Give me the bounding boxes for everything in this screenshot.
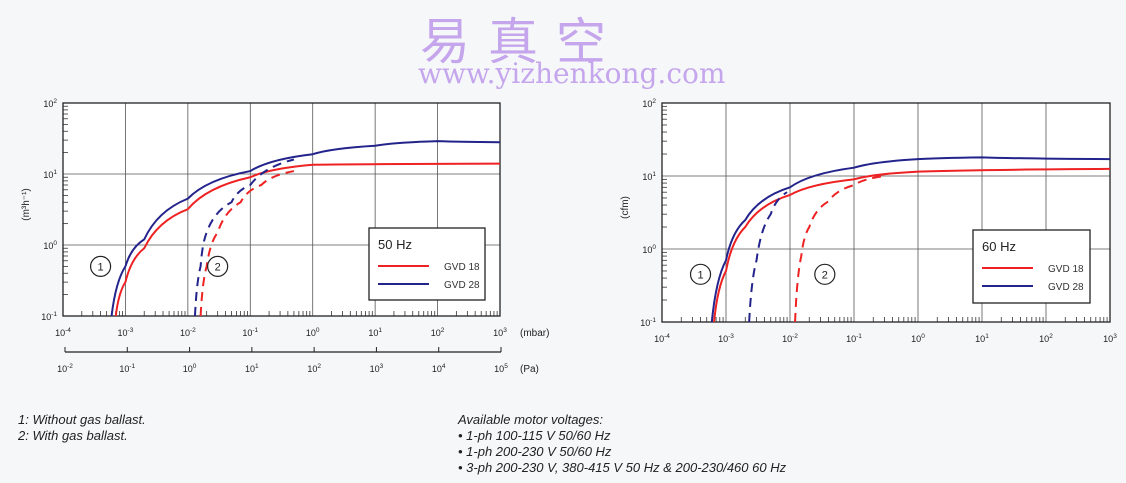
series-gvd18-solid (713, 167, 1111, 323)
pa-tick-label: 101 (245, 363, 259, 374)
y-tick-label: 100 (642, 244, 656, 255)
legend-entry: GVD 28 (444, 280, 480, 291)
series-gvd28-solid (710, 156, 1111, 323)
x-axis-label: (mbar) (520, 328, 549, 339)
x-tick-label: 10-2 (782, 333, 798, 344)
voltages-title: Available motor voltages: (458, 412, 604, 427)
motor-voltages: Available motor voltages: • 1-ph 100-115… (458, 412, 786, 476)
legend-title: 60 Hz (982, 239, 1016, 254)
voltage-item: • 1-ph 200-230 V 50/60 Hz (458, 444, 612, 459)
annotation-label: 1 (697, 269, 703, 281)
x-tick-label: 101 (975, 333, 989, 344)
legend: 50 Hz GVD 18 GVD 28 (368, 227, 486, 301)
y-tick-label: 102 (642, 98, 656, 109)
chart-1: 10-4 10-3 10-2 10-1 100 101 102 103 10-1 100 101 10… (21, 98, 549, 375)
y-axis-label: (m³h⁻¹) (21, 188, 32, 221)
y-tick-label: 100 (43, 240, 57, 251)
y-axis-label: (cfm) (620, 196, 631, 219)
chart-2: 10-4 10-3 10-2 10-1 100 101 102 103 10-1 100 101 10… (620, 98, 1117, 344)
x-tick-label: 102 (431, 327, 445, 338)
pa-tick-label: 10-1 (119, 363, 135, 374)
legend-title: 50 Hz (378, 237, 412, 252)
pa-tick-label: 100 (183, 363, 197, 374)
pa-tick-label: 102 (307, 363, 321, 374)
annotation-label: 2 (822, 269, 828, 281)
x-tick-label: 100 (911, 333, 925, 344)
legend-entry: GVD 28 (1048, 282, 1084, 293)
y-tick-label: 102 (43, 98, 57, 109)
annotation-circle (814, 263, 836, 285)
x-tick-label: 103 (493, 327, 507, 338)
note-2: 2: With gas ballast. (18, 428, 128, 443)
annotation-label: 2 (215, 261, 221, 273)
y-tick-label: 10-1 (640, 317, 656, 328)
plot-frame (62, 102, 501, 317)
pa-tick-label: 105 (494, 363, 508, 374)
x-tick-label: 10-4 (55, 327, 71, 338)
voltage-item: • 3-ph 200-230 V, 380-415 V 50 Hz & 200-… (458, 460, 787, 475)
series-gvd18-dashed (199, 170, 295, 317)
y-tick-label: 101 (43, 169, 57, 180)
annotation-circle (207, 255, 229, 277)
annotation-circle (89, 255, 112, 277)
legend-box (972, 229, 1091, 304)
series-gvd28-dashed (748, 191, 788, 323)
legend-entry: GVD 18 (1048, 264, 1084, 275)
x-tick-label: 101 (368, 327, 382, 338)
x-tick-label: 10-2 (180, 327, 196, 338)
x-tick-label: 10-1 (846, 333, 862, 344)
pa-axis-label: (Pa) (520, 364, 539, 375)
pa-tick-label: 103 (370, 363, 384, 374)
annotation-circle (689, 263, 712, 285)
series-gvd18-dashed (794, 175, 885, 323)
note-1: 1: Without gas ballast. (18, 412, 146, 427)
x-tick-label: 10-3 (718, 333, 734, 344)
x-tick-label: 10-1 (242, 327, 258, 338)
x-tick-label: 100 (306, 327, 320, 338)
x-tick-label: 102 (1039, 333, 1053, 344)
x-tick-label: 103 (1103, 333, 1117, 344)
y-tick-label: 101 (642, 171, 656, 182)
series-gvd28-solid (110, 140, 501, 317)
plot-frame (661, 102, 1111, 323)
series-gvd18-solid (114, 162, 501, 317)
x-tick-label: 10-4 (654, 333, 670, 344)
gas-ballast-notes: 1: Without gas ballast. 2: With gas ball… (18, 412, 146, 444)
annotation-label: 1 (98, 261, 104, 273)
legend-entry: GVD 18 (444, 262, 480, 273)
pa-tick-label: 10-2 (57, 363, 73, 374)
pa-tick-label: 104 (432, 363, 446, 374)
legend: 60 Hz GVD 18 GVD 28 (972, 229, 1091, 304)
legend-box (368, 227, 486, 301)
voltage-item: • 1-ph 100-115 V 50/60 Hz (458, 428, 611, 443)
series-gvd28-dashed (193, 158, 295, 317)
y-tick-label: 10-1 (41, 311, 57, 322)
x-tick-label: 10-3 (118, 327, 134, 338)
